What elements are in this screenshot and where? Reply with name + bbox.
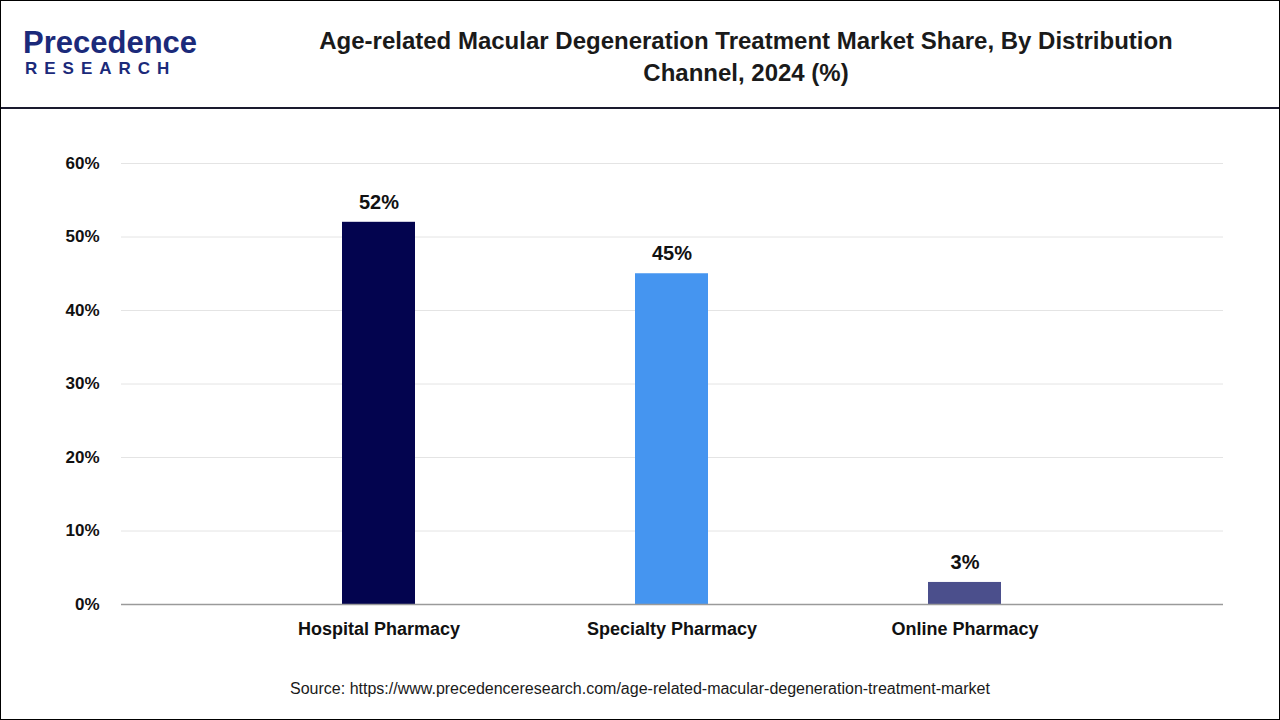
html-text:RESEARCH: RESEARCH: [25, 59, 177, 78]
svg-text:Specialty Pharmacy: Specialty Pharmacy: [587, 619, 757, 639]
svg-text:52%: 52%: [359, 191, 399, 213]
svg-text:0%: 0%: [75, 595, 100, 614]
svg-text:3%: 3%: [951, 551, 980, 573]
svg-text:40%: 40%: [65, 301, 99, 320]
svg-text:45%: 45%: [652, 242, 692, 264]
html-text:Source: https://www.precedence: Source: https://www.precedenceresearch.c…: [290, 680, 990, 697]
svg-text:10%: 10%: [65, 521, 99, 540]
svg-text:50%: 50%: [65, 227, 99, 246]
svg-text:60%: 60%: [65, 154, 99, 173]
html-text:Age-related Macular Degenerati: Age-related Macular Degeneration Treatme…: [319, 27, 1173, 86]
svg-text:30%: 30%: [65, 374, 99, 393]
svg-text:20%: 20%: [65, 448, 99, 467]
svg-text:Hospital Pharmacy: Hospital Pharmacy: [298, 619, 460, 639]
html-text:Precedence: Precedence: [23, 25, 198, 60]
svg-text:Online Pharmacy: Online Pharmacy: [891, 619, 1038, 639]
